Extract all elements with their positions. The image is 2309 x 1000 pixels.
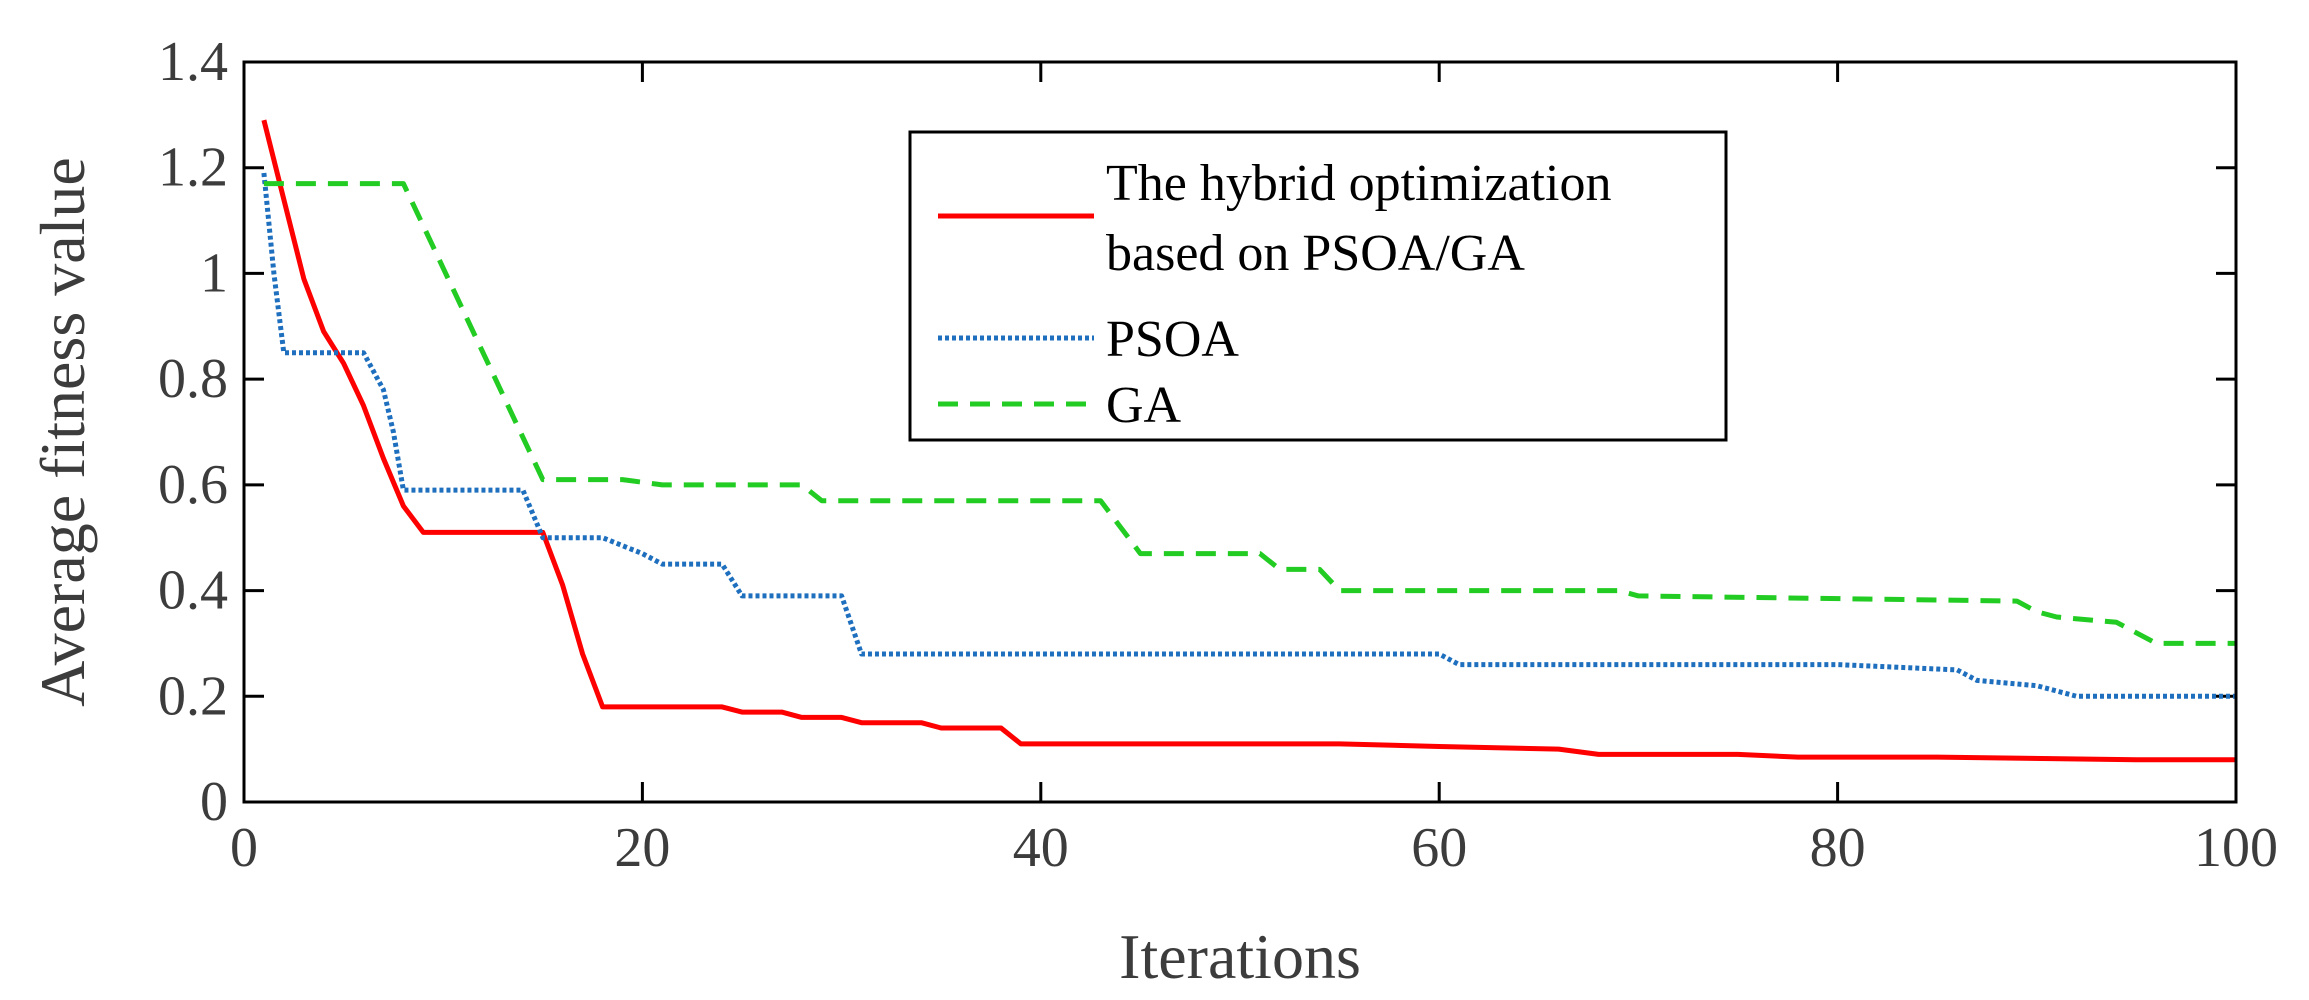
y-tick-label: 0 xyxy=(200,771,228,833)
series-line-3 xyxy=(263,181,2236,646)
x-axis-title: Iterations xyxy=(1119,921,1361,992)
y-tick-label: 0.2 xyxy=(158,665,228,727)
y-tick-label: 1 xyxy=(200,242,228,304)
y-tick-label: 0.6 xyxy=(158,454,228,516)
x-tick-label: 100 xyxy=(2194,817,2278,879)
y-tick-label: 0.8 xyxy=(158,348,228,410)
legend: The hybrid optimization based on PSOA/GA P… xyxy=(908,130,1728,442)
series-line-2 xyxy=(261,172,2236,699)
legend-box xyxy=(908,130,1728,442)
plot-frame xyxy=(242,60,2238,804)
y-axis-title: Average fitness value xyxy=(27,157,98,707)
x-tick-label: 20 xyxy=(614,817,670,879)
tick-labels: 0 20 40 60 80 100 0 0.2 0.4 0.6 0.8 1 1.2 1.4 xyxy=(158,31,2278,879)
legend-label-1: based on PSOA/GA xyxy=(1106,225,1525,282)
y-tick-label: 1.4 xyxy=(158,31,228,93)
series-line-1 xyxy=(261,119,2236,763)
y-tick-label: 0.4 xyxy=(158,560,228,622)
series-layer xyxy=(261,119,2236,763)
x-tick-label: 80 xyxy=(1810,817,1866,879)
y-tick-label: 1.2 xyxy=(158,137,228,199)
legend-label-2: PSOA xyxy=(1106,311,1239,368)
x-tick-label: 60 xyxy=(1411,817,1467,879)
x-tick-label: 0 xyxy=(230,817,258,879)
x-tick-label: 40 xyxy=(1013,817,1069,879)
legend-label-3: GA xyxy=(1106,377,1182,434)
legend-label-1: The hybrid optimization xyxy=(1106,155,1611,212)
